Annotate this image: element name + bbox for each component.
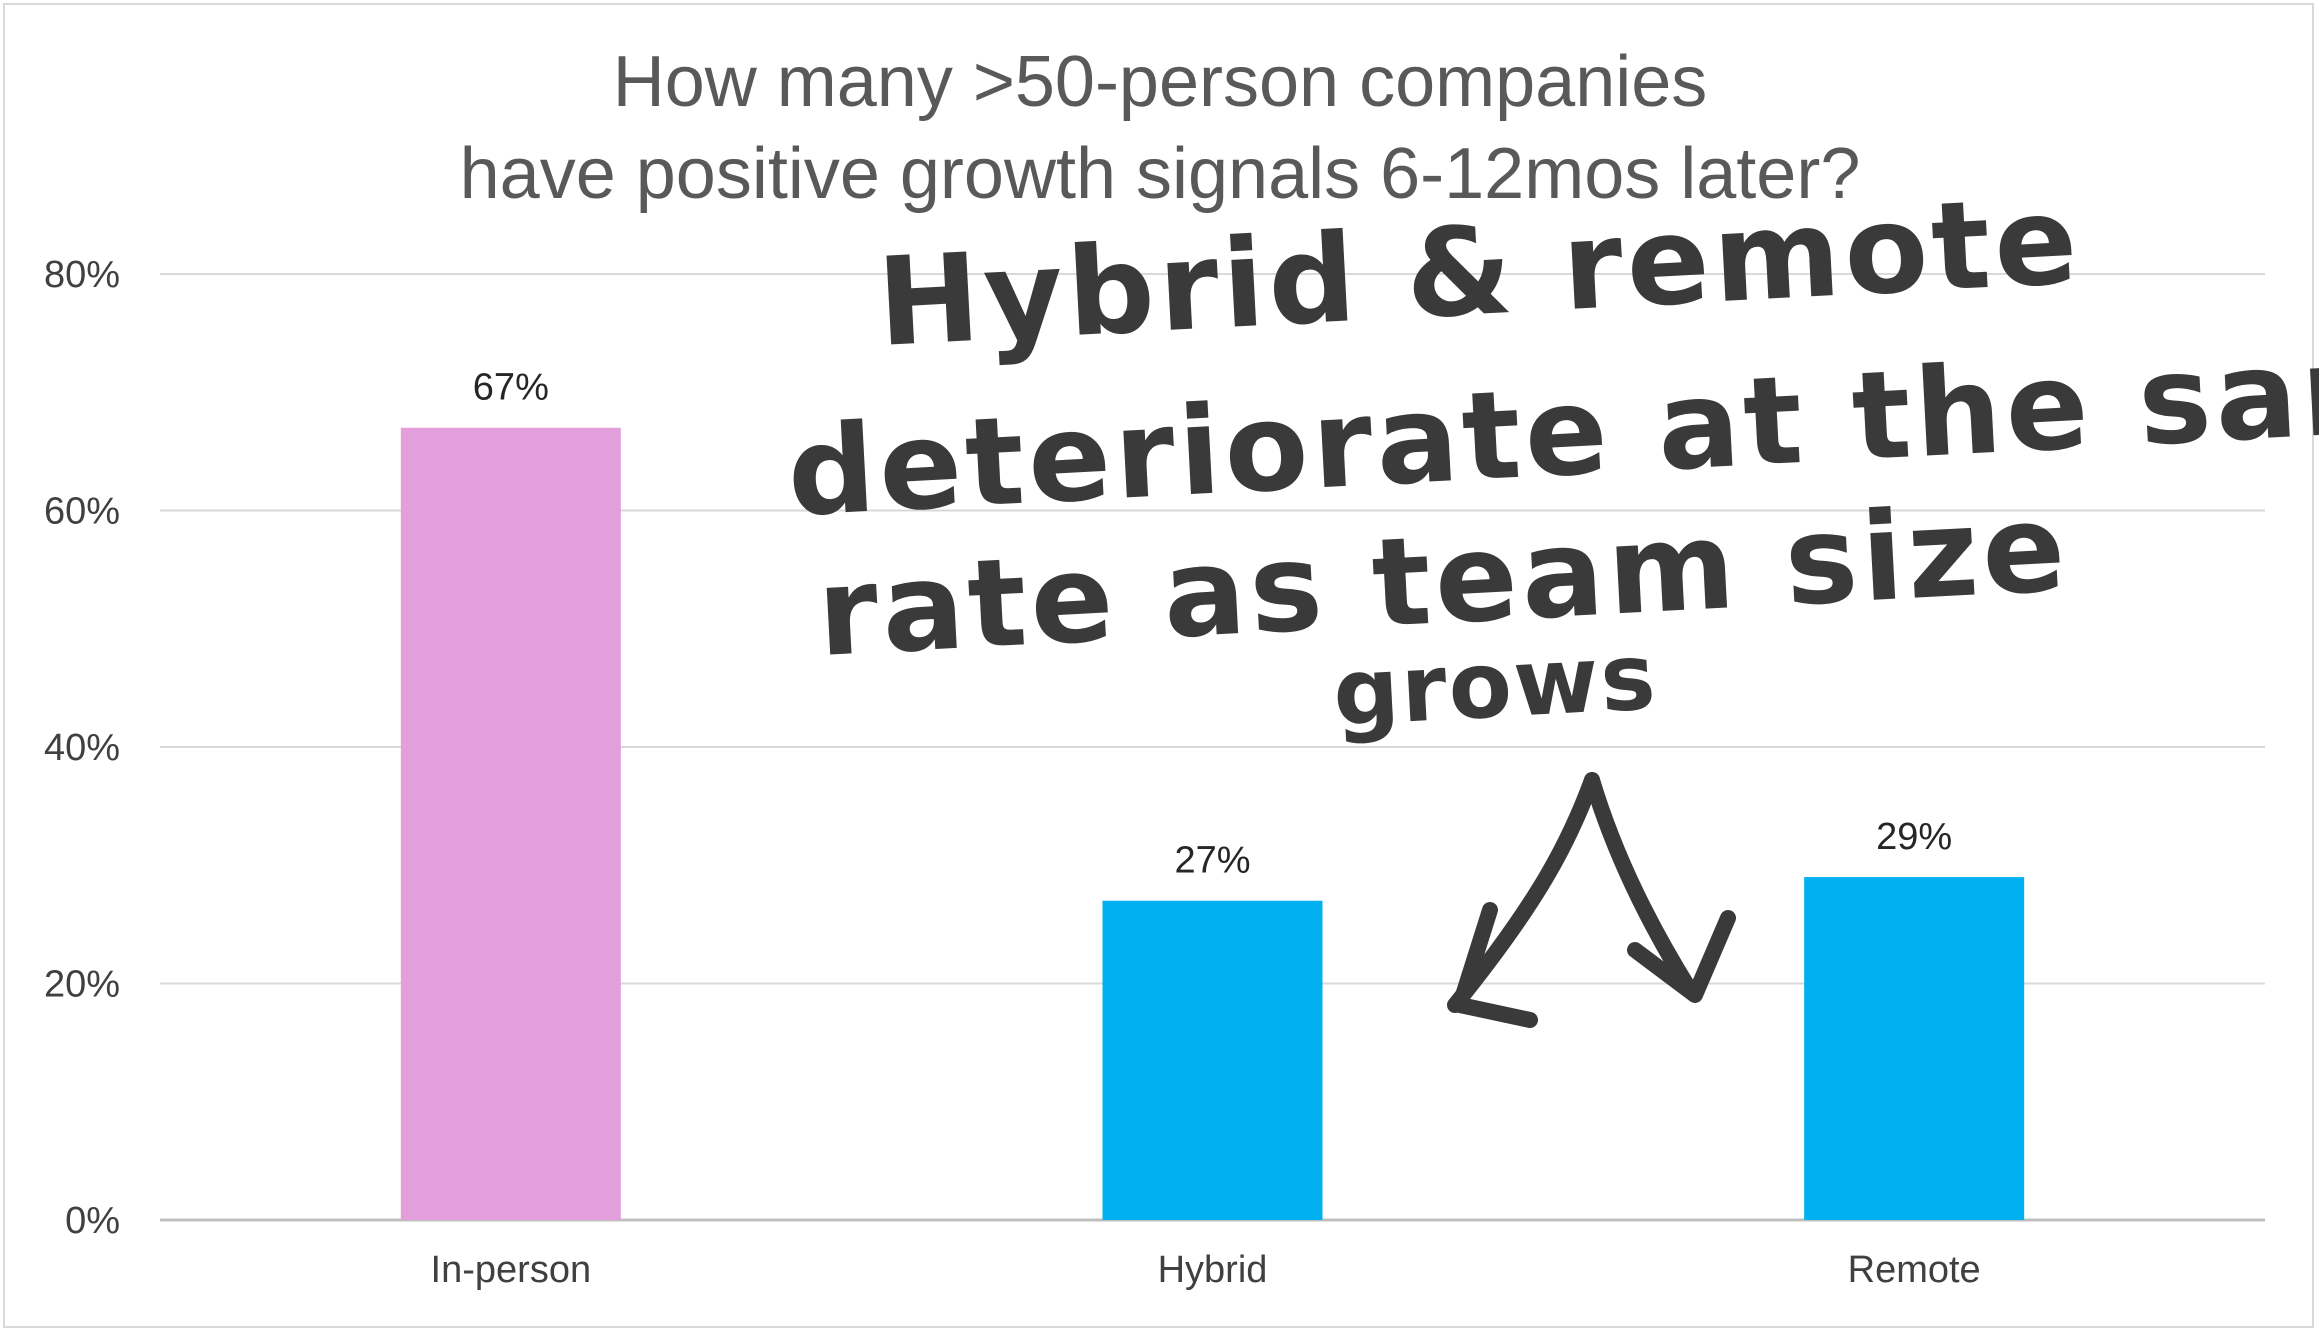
handwritten-annotation: Hybrid & remote deteriorate at the same … [784, 169, 2319, 1028]
y-tick-label: 40% [44, 727, 120, 769]
data-label: 27% [1174, 840, 1250, 882]
bar-remote [1804, 877, 2025, 1220]
y-tick-label: 0% [65, 1200, 120, 1242]
y-axis-ticks: 0% 20% 40% 60% 80% [44, 254, 120, 1242]
chart-title-line-1: How many >50-person companies [613, 42, 1708, 122]
category-label: Remote [1848, 1249, 1981, 1291]
chart-frame [3, 3, 2314, 1328]
bar-hybrid [1102, 900, 1323, 1220]
bars [400, 427, 2025, 1221]
category-labels: In-person Hybrid Remote [431, 1249, 1981, 1291]
annotation-arrows [1447, 772, 1736, 1028]
data-label: 29% [1876, 816, 1952, 858]
arrowhead-remote [1627, 910, 1736, 1003]
y-tick-label: 80% [44, 254, 120, 296]
y-tick-label: 20% [44, 964, 120, 1006]
annotation-line-4: grows [1331, 623, 1660, 747]
arrow-to-remote [1584, 772, 1698, 998]
y-tick-label: 60% [44, 491, 120, 533]
chart-title-line-2: have positive growth signals 6-12mos lat… [460, 134, 1861, 214]
arrowhead-hybrid [1452, 902, 1538, 1028]
bar-in-person [400, 427, 621, 1221]
data-labels: 67% 27% 29% [473, 367, 1952, 882]
category-label: Hybrid [1158, 1249, 1268, 1291]
data-label: 67% [473, 367, 549, 409]
category-label: In-person [431, 1249, 592, 1291]
arrow-to-hybrid [1447, 772, 1600, 1013]
